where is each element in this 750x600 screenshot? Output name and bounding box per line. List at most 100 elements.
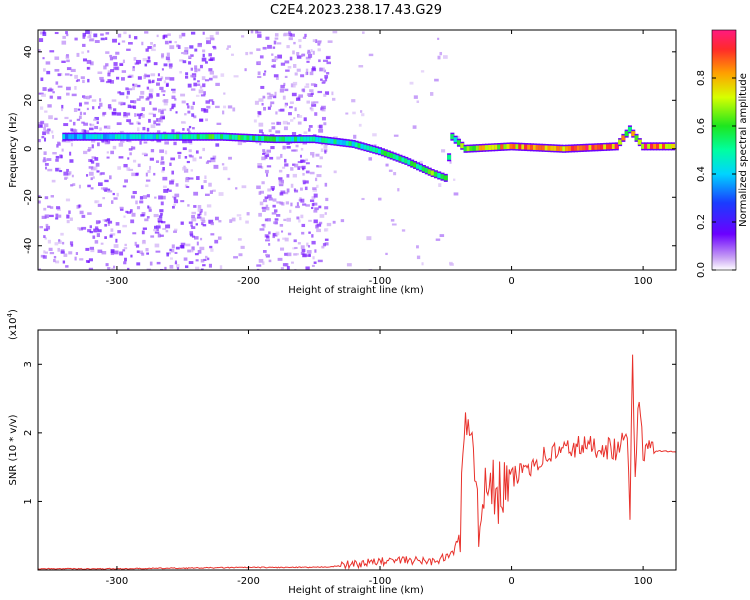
ridge-cell bbox=[179, 134, 184, 140]
heatmap-cell bbox=[318, 205, 322, 209]
heatmap-cell bbox=[137, 76, 142, 80]
heatmap-cell bbox=[215, 82, 220, 87]
heatmap-cell bbox=[292, 173, 297, 178]
heatmap-cell bbox=[176, 44, 180, 48]
heatmap-cell bbox=[310, 83, 316, 86]
heatmap-cell bbox=[186, 103, 189, 106]
heatmap-cell bbox=[82, 43, 86, 47]
heatmap-cell bbox=[282, 237, 287, 240]
heatmap-cell bbox=[313, 261, 317, 264]
heatmap-cell bbox=[148, 79, 151, 84]
heatmap-cell bbox=[296, 68, 301, 72]
ridge-cell bbox=[176, 134, 181, 140]
ridge-cell bbox=[211, 134, 216, 140]
y-tick-label: 0 bbox=[23, 146, 34, 152]
heatmap-cell bbox=[64, 73, 70, 76]
heatmap-cell bbox=[278, 109, 283, 112]
heatmap-cell bbox=[169, 264, 174, 269]
heatmap-cell bbox=[290, 33, 295, 37]
heatmap-cell bbox=[267, 44, 272, 49]
heatmap-cell bbox=[55, 81, 59, 85]
heatmap-cell bbox=[316, 184, 319, 188]
heatmap-cell bbox=[146, 96, 150, 99]
heatmap-cell bbox=[147, 205, 150, 209]
heatmap-cell bbox=[437, 37, 440, 40]
heatmap-cell bbox=[168, 189, 172, 192]
heatmap-cell bbox=[332, 220, 336, 224]
heatmap-cell bbox=[156, 34, 159, 38]
heatmap-cell bbox=[74, 74, 78, 79]
heatmap-cell bbox=[82, 58, 88, 62]
heatmap-cell bbox=[116, 122, 122, 126]
heatmap-cell bbox=[79, 210, 84, 215]
heatmap-cell bbox=[92, 166, 98, 171]
heatmap-cell bbox=[118, 101, 124, 105]
heatmap-cell bbox=[213, 46, 217, 50]
heatmap-cell bbox=[256, 268, 260, 270]
ridge-cell bbox=[315, 136, 320, 142]
heatmap-cell bbox=[260, 166, 264, 169]
heatmap-cell bbox=[205, 118, 208, 122]
heatmap-cell bbox=[139, 200, 144, 204]
heatmap-cell bbox=[296, 51, 300, 56]
heatmap-cell bbox=[66, 92, 70, 96]
heatmap-cell bbox=[301, 231, 305, 235]
heatmap-cell bbox=[266, 235, 270, 239]
heatmap-cell bbox=[145, 74, 150, 78]
heatmap-cell bbox=[98, 182, 103, 186]
heatmap-cell bbox=[169, 45, 175, 50]
heatmap-cell bbox=[41, 135, 45, 139]
heatmap-cell bbox=[54, 56, 60, 60]
heatmap-cell bbox=[304, 186, 308, 191]
heatmap-cell bbox=[315, 177, 318, 182]
heatmap-cell bbox=[100, 172, 105, 175]
heatmap-cell bbox=[286, 252, 292, 257]
heatmap-cell bbox=[204, 175, 207, 180]
heatmap-cell bbox=[166, 82, 169, 87]
heatmap-cell bbox=[60, 251, 65, 254]
heatmap-cell bbox=[322, 243, 326, 247]
heatmap-cell bbox=[100, 187, 105, 190]
heatmap-cell bbox=[204, 79, 210, 82]
heatmap-cell bbox=[286, 188, 290, 193]
heatmap-cell bbox=[308, 253, 311, 257]
heatmap-cell bbox=[57, 96, 62, 100]
snr-multiplier-close: ) bbox=[8, 309, 19, 313]
heatmap-cell bbox=[360, 110, 363, 113]
heatmap-cell bbox=[311, 68, 314, 72]
heatmap-cell bbox=[249, 51, 253, 55]
heatmap-cell bbox=[39, 106, 44, 110]
heatmap-cell bbox=[195, 259, 199, 262]
heatmap-cell bbox=[49, 87, 52, 90]
heatmap-cell bbox=[306, 242, 309, 247]
heatmap-cell bbox=[160, 212, 163, 216]
heatmap-cell bbox=[124, 243, 127, 247]
heatmap-cell bbox=[188, 149, 192, 153]
heatmap-cell bbox=[283, 82, 286, 86]
heatmap-cell bbox=[130, 105, 135, 109]
heatmap-cell bbox=[261, 224, 265, 227]
heatmap-cell bbox=[302, 253, 307, 258]
heatmap-cell bbox=[202, 31, 205, 35]
heatmap-cell bbox=[161, 108, 167, 111]
heatmap-cell bbox=[255, 30, 259, 34]
heatmap-cell bbox=[136, 59, 142, 64]
heatmap-cell bbox=[263, 199, 268, 203]
heatmap-cell bbox=[111, 99, 117, 102]
ridge-cell bbox=[637, 139, 642, 145]
heatmap-cell bbox=[313, 202, 318, 206]
ridge-cell bbox=[631, 131, 636, 137]
heatmap-cell bbox=[156, 130, 161, 134]
heatmap-cell bbox=[115, 51, 120, 55]
ridge-cell bbox=[582, 145, 587, 151]
heatmap-cell bbox=[132, 68, 135, 72]
heatmap-cell bbox=[162, 116, 165, 120]
heatmap-cell bbox=[43, 68, 46, 72]
heatmap-cell bbox=[268, 197, 273, 201]
x-tick-label: 0 bbox=[508, 276, 514, 287]
ridge-cell bbox=[237, 134, 242, 140]
ridge-cell bbox=[339, 139, 344, 145]
heatmap-cell bbox=[185, 75, 189, 79]
heatmap-cell bbox=[147, 170, 151, 174]
heatmap-cell bbox=[309, 71, 314, 76]
